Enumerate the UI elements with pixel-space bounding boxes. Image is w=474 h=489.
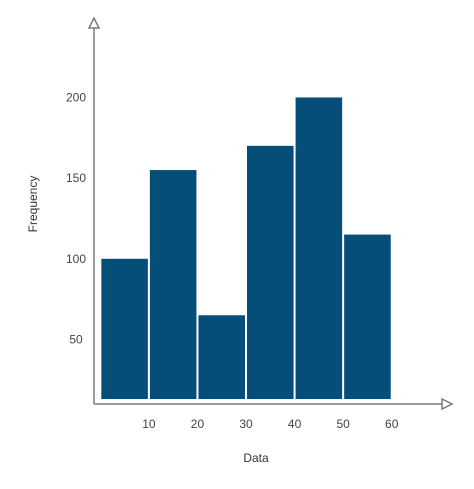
histogram-bar-2 — [149, 170, 197, 399]
y-tick-label-150: 150 — [66, 171, 86, 185]
tick-labels: 50 100 150 200 10 20 30 40 50 60 — [66, 90, 399, 431]
axes-layer — [87, 16, 454, 411]
x-tick-label-30: 30 — [239, 417, 253, 431]
x-tick-label-50: 50 — [336, 417, 350, 431]
bars-layer — [101, 97, 391, 400]
histogram-bar-6 — [344, 234, 391, 399]
histogram-bar-4 — [247, 145, 294, 399]
y-axis-title: Frequency — [26, 176, 40, 233]
x-tick-label-40: 40 — [288, 417, 302, 431]
x-tick-label-60: 60 — [385, 417, 399, 431]
x-axis-arrow-icon — [441, 397, 454, 411]
histogram-bar-3 — [198, 315, 246, 399]
x-axis-title: Data — [243, 451, 269, 465]
y-tick-label-50: 50 — [69, 332, 83, 346]
y-axis-arrow-icon — [87, 16, 101, 29]
histogram-bar-1 — [101, 258, 148, 399]
y-tick-label-100: 100 — [66, 252, 86, 266]
x-tick-label-10: 10 — [142, 417, 156, 431]
y-tick-label-200: 200 — [66, 90, 86, 104]
x-tick-label-20: 20 — [191, 417, 205, 431]
histogram-bar-5 — [295, 97, 343, 400]
